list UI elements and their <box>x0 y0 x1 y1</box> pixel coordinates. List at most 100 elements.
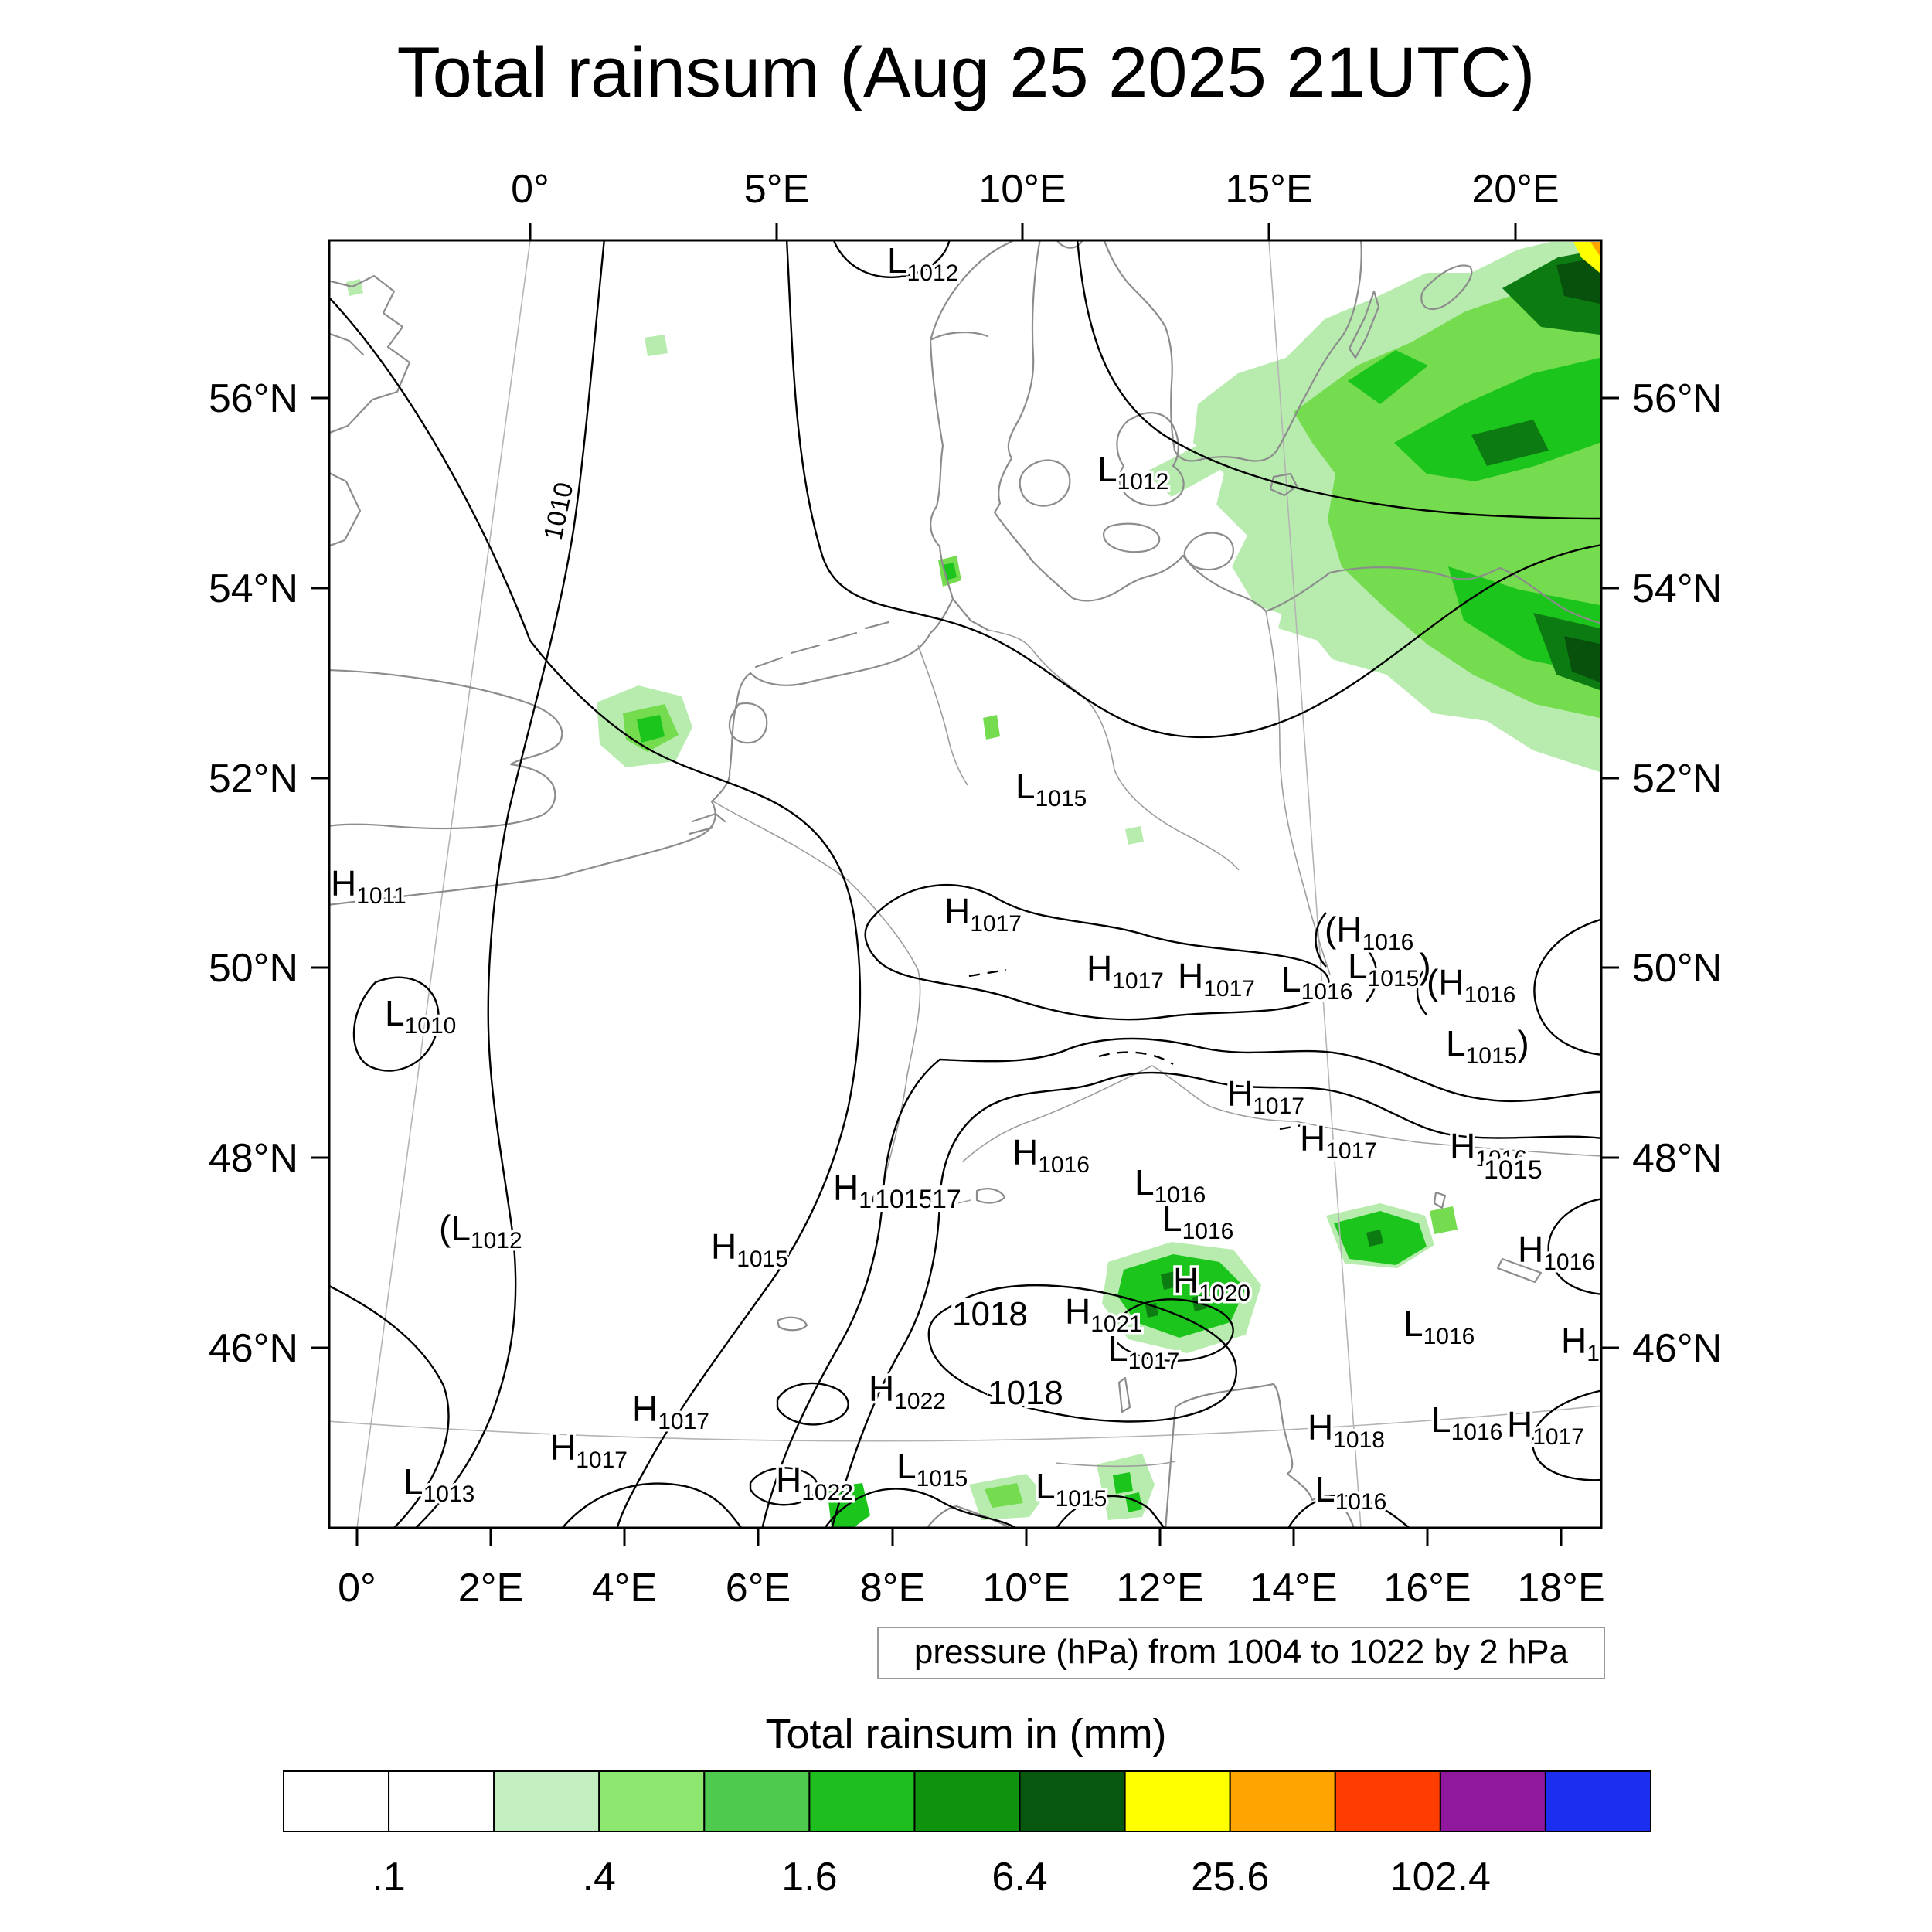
pressure-contours-shape <box>1366 951 1378 1002</box>
pressure-contours-shape <box>561 1482 743 1528</box>
pressure-center-label: H1017 <box>1178 956 1255 1002</box>
rain-areas-shape <box>983 715 1000 740</box>
pressure-center-label-shape: 1016 <box>1475 1146 1527 1172</box>
pressure-center-label-shape: 1011 <box>356 883 406 909</box>
contour-value-label: 1015 <box>1484 1155 1543 1185</box>
top-axis-label: 20°E <box>1471 167 1559 212</box>
rain-areas-shape <box>1113 1472 1133 1494</box>
colorbar-cell <box>1544 1770 1652 1832</box>
pressure-center-label-shape: H <box>1300 1118 1325 1158</box>
right-axis-label: 56°N <box>1632 376 1722 421</box>
pressure-center-label-shape: L <box>896 1446 917 1486</box>
rain-areas <box>346 242 1600 1528</box>
pressure-caption-box: pressure (hPa) from 1004 to 1022 by 2 hP… <box>877 1627 1605 1679</box>
coastlines-shape <box>329 672 752 906</box>
rain-areas-shape <box>1590 242 1600 256</box>
pressure-center-label-shape: 1018 <box>1333 1427 1385 1453</box>
rain-areas-shape <box>1430 1206 1458 1234</box>
pressure-center-label-shape: H <box>1178 956 1203 996</box>
axes: 0° 5°E 10°E 15°E 20°E 0° 2°E 4°E 6°E 8°E 10°E 12°E 1… <box>209 167 1722 1611</box>
pressure-center-label: (H1016 <box>1325 910 1413 955</box>
bottom-axis-label: 12°E <box>1116 1566 1203 1611</box>
pressure-center-label-shape: L <box>403 1461 423 1502</box>
colorbar-cell <box>1229 1770 1336 1832</box>
pressure-center-label-shape: 1017 <box>1532 1424 1584 1450</box>
pressure-center-label-shape: H <box>711 1226 736 1267</box>
pressure-center-label: H1017 <box>1087 948 1164 994</box>
colorbar-cell <box>808 1770 916 1832</box>
colorbar-tick-label: 1.6 <box>781 1855 837 1900</box>
left-axis-label: 50°N <box>209 946 298 991</box>
pressure-center-label: H1017 <box>632 1389 709 1434</box>
bottom-axis-label: 8°E <box>860 1566 925 1611</box>
pressure-center-label-shape: L <box>1431 1400 1451 1440</box>
coastlines-shape <box>930 331 989 341</box>
rain-areas-shape <box>1125 1492 1142 1512</box>
pressure-center-label: H1017 <box>550 1427 628 1473</box>
pressure-center-label: L1016 <box>1281 959 1352 1005</box>
pressure-center-label-shape: L <box>1162 1199 1182 1239</box>
top-axis-label: 10°E <box>978 167 1066 212</box>
coastlines-shape <box>993 240 1185 602</box>
pressure-center-label: H1017 <box>944 891 1022 937</box>
coastlines-shape <box>929 240 1016 600</box>
pressure-contours-shape <box>824 1488 1018 1528</box>
pressure-center-label-shape: ( <box>1427 962 1439 1002</box>
pressure-center-label-shape: 1017 <box>1253 1094 1304 1119</box>
pressure-center-label: L1016 <box>1403 1304 1475 1349</box>
coastlines-shape <box>329 471 362 547</box>
colorbar-cell <box>283 1770 390 1832</box>
coastlines-shape <box>1019 459 1071 507</box>
graticule-lines-shape <box>356 240 531 1528</box>
pressure-center-label: L1017 <box>1108 1328 1179 1374</box>
colorbar-cell <box>913 1770 1021 1832</box>
pressure-contours-shape <box>1416 966 1427 1015</box>
coastlines-shape <box>962 1065 1601 1162</box>
pressure-center-label: L1016 <box>1162 1199 1233 1244</box>
pressure-center-label-shape: H <box>1450 1126 1475 1166</box>
pressure-center-label-shape: L <box>1281 959 1301 999</box>
pressure-center-label: (H1016 <box>1427 962 1515 1008</box>
rain-areas-shape <box>1125 826 1144 845</box>
pressure-center-label-shape: 1016 <box>1301 979 1353 1005</box>
pressure-center-label: H1016 <box>1012 1132 1090 1178</box>
bottom-axis-label: 4°E <box>592 1566 657 1611</box>
bottom-axis-label: 6°E <box>726 1566 791 1611</box>
pressure-center-label-shape: 1017 <box>1128 1349 1180 1374</box>
pressure-center-label: L1015 <box>896 1446 968 1492</box>
contour-value-label: 1015 <box>875 1185 934 1214</box>
pressure-center-label-shape: H <box>1438 962 1464 1002</box>
coastlines-shape <box>877 1199 971 1209</box>
rain-areas-shape <box>1161 1271 1178 1290</box>
coastlines-shape <box>1102 522 1161 553</box>
coastlines-shape <box>691 812 726 823</box>
pressure-center-label: H101 <box>1561 1321 1625 1366</box>
pressure-center-label: H1020 <box>1173 1260 1250 1306</box>
pressure-center-label-shape: 1015 <box>917 1466 968 1492</box>
map-frame <box>328 239 1603 1529</box>
pressure-center-label: H1017 <box>1300 1118 1377 1164</box>
pressure-center-label-shape: 1015 <box>1056 1486 1107 1512</box>
bottom-axis-label: 16°E <box>1383 1566 1471 1611</box>
pressure-center-label-shape: L <box>1348 946 1368 986</box>
pressure-contours-shape <box>1547 1198 1601 1295</box>
pressure-center-label-shape: 1016 <box>1543 1250 1595 1275</box>
rain-areas-shape <box>827 1483 870 1528</box>
pressure-contours-shape <box>329 296 862 1528</box>
pressure-center-label-shape: 1010 <box>405 1013 457 1039</box>
coastlines-shape <box>975 1188 1006 1204</box>
pressure-center-label-shape: L <box>1134 1162 1155 1202</box>
coastlines <box>329 240 1601 1528</box>
pressure-center-label: H1011 <box>331 863 406 909</box>
pressure-contours-shape <box>1531 1389 1601 1481</box>
pressure-center-label-shape: 1016 <box>1423 1324 1475 1349</box>
pressure-center-label: H1016 <box>833 1168 910 1213</box>
colorbar-cell <box>1334 1770 1441 1832</box>
pressure-contours-shape <box>1098 1051 1174 1066</box>
pressure-center-label-shape: H <box>1518 1230 1543 1270</box>
pressure-center-label-shape: 1016 <box>1038 1152 1090 1178</box>
pressure-center-label: H1016 <box>1450 1126 1527 1172</box>
pressure-center-label-shape: H <box>1507 1404 1532 1444</box>
pressure-contours-shape <box>414 240 606 1528</box>
